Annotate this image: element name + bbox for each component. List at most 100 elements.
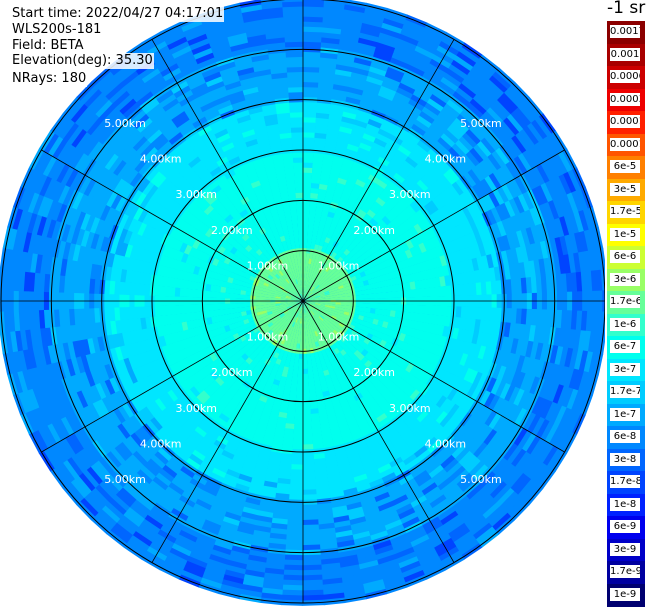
range-gate-cell bbox=[280, 295, 286, 298]
range-gate-cell bbox=[352, 217, 362, 226]
range-gate-cell bbox=[229, 355, 238, 364]
range-gate-cell bbox=[322, 390, 331, 398]
range-gate-cell bbox=[278, 214, 286, 222]
range-gate-cell bbox=[395, 339, 404, 349]
range-gate-cell bbox=[324, 247, 331, 255]
range-gate-cell bbox=[297, 273, 300, 279]
range-gate-cell bbox=[417, 339, 426, 350]
range-gate-cell bbox=[289, 106, 304, 113]
range-gate-cell bbox=[305, 301, 311, 303]
range-gate-cell bbox=[216, 399, 228, 410]
range-gate-cell bbox=[303, 313, 306, 319]
range-gate-cell bbox=[290, 301, 296, 304]
range-gate-cell bbox=[369, 217, 379, 227]
range-gate-cell bbox=[281, 307, 288, 312]
range-gate-cell bbox=[325, 296, 331, 299]
range-gate-cell bbox=[245, 306, 251, 312]
range-gate-cell bbox=[312, 326, 317, 333]
range-gate-cell bbox=[383, 251, 392, 261]
range-gate-cell bbox=[267, 322, 274, 328]
range-gate-cell bbox=[220, 209, 231, 220]
range-gate-cell bbox=[426, 248, 436, 260]
range-gate-cell bbox=[318, 224, 325, 231]
range-gate-cell bbox=[278, 270, 284, 276]
range-gate-cell bbox=[281, 274, 287, 280]
range-gate-cell bbox=[418, 349, 428, 360]
range-gate-cell bbox=[296, 383, 303, 390]
range-gate-cell bbox=[192, 248, 202, 259]
range-gate-cell bbox=[224, 187, 236, 198]
range-gate-cell bbox=[314, 356, 321, 363]
range-gate-cell bbox=[289, 269, 294, 276]
range-gate-cell bbox=[305, 307, 309, 314]
range-gate-cell bbox=[317, 272, 323, 279]
range-gate-cell bbox=[310, 243, 316, 250]
range-gate-cell bbox=[224, 303, 231, 310]
range-gate-cell bbox=[288, 91, 304, 98]
range-gate-cell bbox=[227, 375, 237, 385]
range-gate-cell bbox=[367, 278, 375, 285]
range-gate-cell bbox=[300, 333, 303, 340]
range-gate-cell bbox=[215, 279, 223, 287]
range-gate-cell bbox=[320, 268, 326, 275]
range-gate-cell bbox=[364, 241, 373, 250]
range-gate-cell bbox=[284, 167, 295, 174]
range-gate-cell bbox=[303, 202, 311, 209]
range-gate-cell bbox=[184, 312, 192, 322]
range-gate-cell bbox=[221, 408, 233, 419]
range-gate-cell bbox=[417, 220, 428, 232]
range-gate-cell bbox=[339, 290, 346, 295]
range-gate-cell bbox=[298, 353, 303, 360]
range-gate-cell bbox=[269, 264, 276, 271]
range-gate-cell bbox=[355, 414, 366, 424]
range-gate-cell bbox=[311, 428, 322, 435]
range-gate-cell bbox=[241, 281, 248, 287]
range-gate-cell bbox=[204, 354, 214, 365]
range-gate-cell bbox=[320, 283, 327, 289]
range-gate-cell bbox=[364, 289, 371, 295]
range-gate-cell bbox=[372, 350, 381, 359]
range-gate-cell bbox=[252, 201, 262, 210]
range-gate-cell bbox=[352, 376, 361, 385]
range-gate-cell bbox=[201, 214, 212, 226]
range-gate-cell bbox=[377, 319, 384, 327]
range-gate-cell bbox=[304, 302, 310, 306]
range-gate-cell bbox=[302, 358, 308, 365]
range-gate-cell bbox=[372, 213, 383, 224]
range-gate-cell bbox=[280, 314, 287, 320]
range-gate-cell bbox=[204, 310, 212, 319]
range-gate-cell bbox=[435, 286, 442, 297]
range-gate-cell bbox=[383, 315, 391, 323]
range-gate-cell bbox=[295, 278, 299, 285]
range-gate-cell bbox=[192, 218, 202, 230]
range-gate-cell bbox=[375, 303, 382, 310]
range-gate-cell bbox=[355, 178, 366, 188]
range-gate-cell bbox=[305, 299, 311, 301]
range-gate-cell bbox=[349, 192, 359, 202]
range-gate-cell bbox=[217, 206, 228, 216]
range-gate-cell bbox=[239, 208, 249, 218]
range-gate-cell bbox=[412, 212, 423, 224]
range-gate-cell bbox=[303, 91, 318, 98]
range-gate-cell bbox=[392, 237, 402, 248]
range-gate-cell bbox=[308, 378, 315, 385]
range-gate-cell bbox=[288, 282, 293, 288]
range-gate-cell bbox=[312, 269, 317, 276]
range-gate-cell bbox=[204, 304, 211, 312]
range-gate-cell bbox=[282, 366, 289, 373]
range-gate-cell bbox=[305, 262, 309, 269]
range-gate-cell bbox=[285, 312, 291, 318]
range-gate-cell bbox=[209, 370, 219, 381]
range-gate-cell bbox=[287, 265, 292, 272]
range-gate-cell bbox=[413, 347, 423, 358]
range-gate-cell bbox=[320, 304, 326, 307]
range-gate-cell bbox=[305, 252, 310, 259]
range-gate-cell bbox=[316, 234, 322, 241]
range-gate-cell bbox=[317, 317, 323, 323]
range-gate-cell bbox=[200, 367, 210, 378]
range-gate-cell bbox=[320, 301, 327, 304]
range-gate-cell bbox=[295, 187, 304, 194]
range-gate-cell bbox=[272, 321, 279, 327]
range-gate-cell bbox=[324, 194, 334, 202]
range-gate-cell bbox=[278, 285, 285, 290]
